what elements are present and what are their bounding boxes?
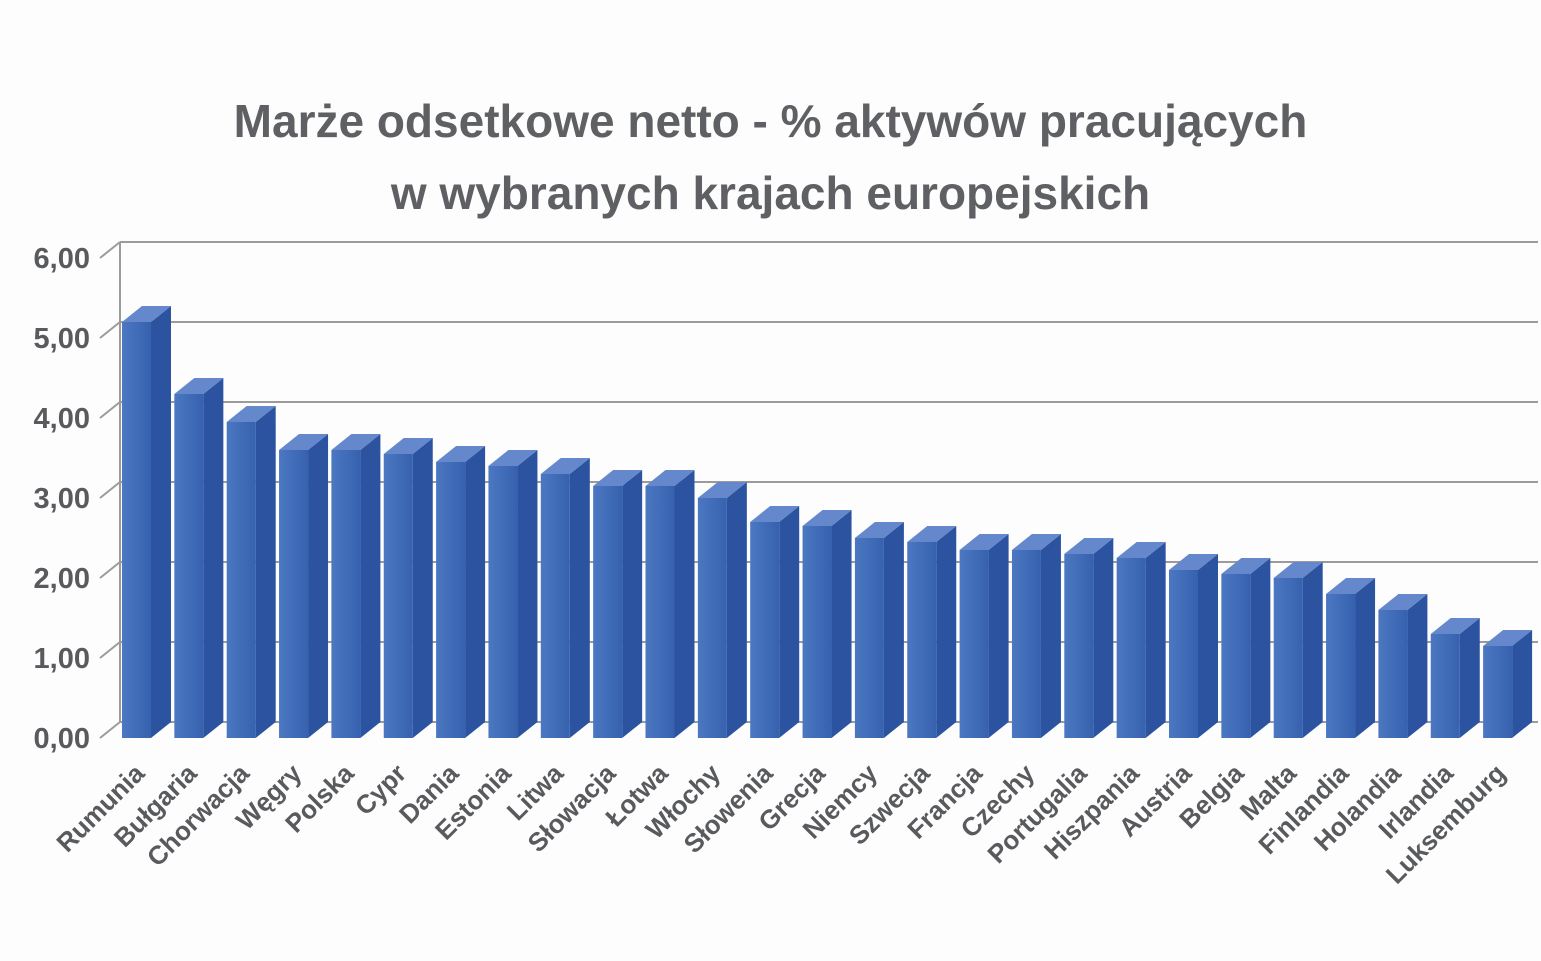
bar-szwecja (907, 542, 937, 738)
y-axis-tick (99, 401, 121, 419)
bar-cypr (383, 454, 413, 738)
bar-side-czechy (1040, 534, 1061, 738)
y-axis-label: 2,00 (34, 563, 90, 595)
bar-top-slowacja (593, 470, 643, 486)
bar-top-hiszpania (1116, 542, 1166, 558)
bar-top-luksemburg (1483, 630, 1533, 646)
bar-top-chorwacja (226, 406, 276, 422)
bar-top-portugalia (1064, 538, 1114, 554)
bar-top-grecja (802, 510, 852, 526)
y-axis-tick (99, 241, 121, 259)
bar-top-szwecja (907, 526, 957, 542)
bar-side-bulgaria (203, 378, 224, 738)
bar-side-luksemburg (1512, 630, 1533, 738)
y-axis-tick (99, 481, 121, 499)
bar-side-hiszpania (1145, 542, 1166, 738)
bar-side-portugalia (1093, 538, 1114, 738)
bar-czechy (1011, 550, 1041, 738)
bar-side-finlandia (1355, 578, 1376, 738)
bar-top-irlandia (1430, 618, 1480, 634)
bar-side-slowacja (622, 470, 643, 738)
bar-top-polska (331, 434, 381, 450)
bar-niemcy (854, 538, 884, 738)
y-axis-label: 4,00 (34, 403, 90, 435)
bar-side-niemcy (883, 522, 904, 738)
bar-top-wegry (279, 434, 329, 450)
bar-top-dania (436, 446, 486, 462)
bar-top-litwa (540, 458, 590, 474)
bar-side-polska (360, 434, 381, 738)
bar-side-rumunia (151, 306, 171, 738)
bar-top-cypr (383, 438, 433, 454)
bar-dania (436, 462, 466, 738)
y-axis-tick (99, 561, 121, 579)
bar-slowenia (750, 522, 780, 738)
bar-side-austria (1198, 554, 1218, 738)
bar-litwa (540, 474, 570, 738)
bar-top-wlochy (697, 482, 747, 498)
bar-side-cypr (412, 438, 433, 738)
bar-top-lotwa (645, 470, 695, 486)
bar-finlandia (1326, 594, 1356, 738)
y-axis-label: 0,00 (34, 723, 90, 755)
bar-belgia (1221, 574, 1251, 738)
y-axis-label: 1,00 (34, 643, 90, 675)
bar-bulgaria (174, 394, 204, 738)
bar-side-estonia (517, 450, 538, 738)
bar-luksemburg (1483, 646, 1513, 738)
bar-side-szwecja (936, 526, 957, 738)
bar-top-czechy (1011, 534, 1061, 550)
bar-rumunia (122, 322, 151, 738)
bar-top-finlandia (1326, 578, 1376, 594)
bar-top-austria (1169, 554, 1218, 570)
bar-top-slowenia (750, 506, 800, 522)
bar-side-holandia (1407, 594, 1428, 738)
bar-portugalia (1064, 554, 1094, 738)
bar-top-malta (1273, 562, 1323, 578)
bar-wegry (279, 450, 309, 738)
bar-side-wegry (308, 434, 329, 738)
bar-side-litwa (569, 458, 590, 738)
bar-estonia (488, 466, 518, 738)
bar-side-wlochy (726, 482, 747, 738)
bar-malta (1273, 578, 1303, 738)
bar-irlandia (1430, 634, 1460, 738)
bar-holandia (1378, 610, 1408, 738)
bar-side-irlandia (1459, 618, 1480, 738)
bar-lotwa (645, 486, 675, 738)
bar-top-rumunia (122, 306, 171, 322)
bar-slowacja (593, 486, 623, 738)
bar-chorwacja (226, 422, 256, 738)
bar-side-grecja (831, 510, 852, 738)
bar-top-holandia (1378, 594, 1428, 610)
bar-top-bulgaria (174, 378, 224, 394)
bar-side-belgia (1250, 558, 1271, 738)
y-axis-tick (99, 321, 121, 339)
bar-top-estonia (488, 450, 538, 466)
bar-top-francja (959, 534, 1009, 550)
chart-title-line2: w wybranych krajach europejskich (390, 167, 1151, 219)
bar-polska (331, 450, 361, 738)
bar-side-chorwacja (255, 406, 276, 738)
bar-top-niemcy (854, 522, 904, 538)
bar-wlochy (697, 498, 727, 738)
bar-hiszpania (1116, 558, 1146, 738)
bar-side-slowenia (779, 506, 800, 738)
bar-side-malta (1302, 562, 1323, 738)
y-axis-tick (99, 721, 121, 739)
y-axis-label: 3,00 (34, 483, 90, 515)
bar-austria (1169, 570, 1198, 738)
bar-grecja (802, 526, 832, 738)
y-axis-label: 5,00 (34, 323, 90, 355)
bar-top-belgia (1221, 558, 1271, 574)
bar-francja (959, 550, 989, 738)
bar-side-dania (465, 446, 486, 738)
bar-side-francja (988, 534, 1009, 738)
bar-side-lotwa (674, 470, 695, 738)
y-axis-tick (99, 641, 121, 659)
chart-title-line1: Marże odsetkowe netto - % aktywów pracuj… (233, 95, 1308, 147)
y-axis-label: 6,00 (34, 243, 90, 275)
